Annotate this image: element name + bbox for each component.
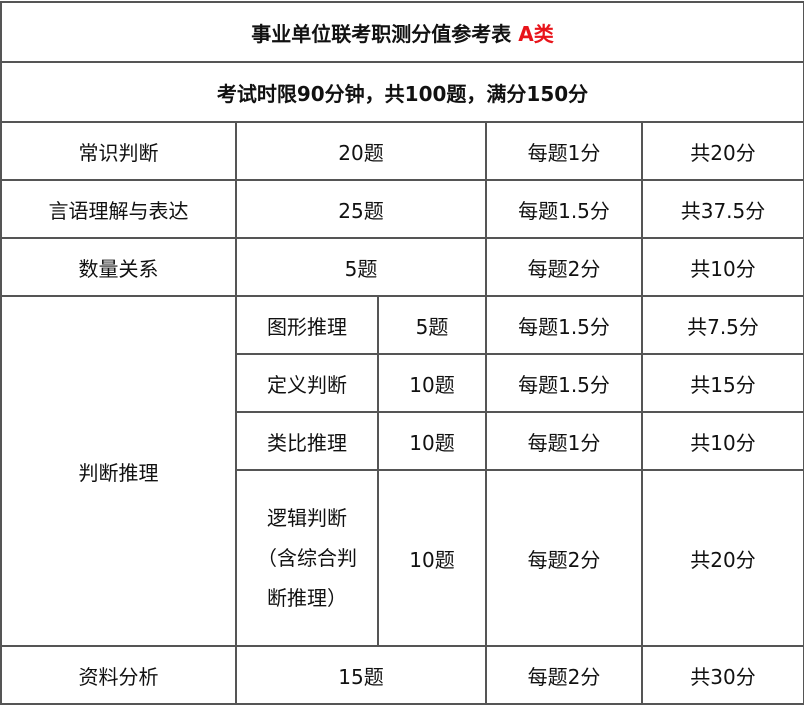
table-row: 资料分析 15题 每题2分 共30分 xyxy=(0,645,804,705)
total: 共20分 xyxy=(641,121,804,181)
per: 每题2分 xyxy=(485,469,643,647)
total: 共20分 xyxy=(641,469,804,647)
table-title: 事业单位联考职测分值参考表 A类 xyxy=(0,1,804,63)
per: 每题2分 xyxy=(485,645,643,705)
total: 共15分 xyxy=(641,353,804,413)
total: 共10分 xyxy=(641,411,804,471)
total: 共37.5分 xyxy=(641,179,804,239)
subject: 判断推理 xyxy=(0,295,237,647)
count: 10题 xyxy=(377,353,487,413)
per: 每题1分 xyxy=(485,121,643,181)
table-row: 类比推理 10题 每题1分 共10分 xyxy=(1,411,804,471)
total: 共30分 xyxy=(641,645,804,705)
subject: 言语理解与表达 xyxy=(0,179,237,239)
title-row: 事业单位联考职测分值参考表 A类 xyxy=(0,1,804,63)
subtitle-row: 考试时限90分钟，共100题，满分150分 xyxy=(0,61,804,123)
per: 每题2分 xyxy=(485,237,643,297)
per: 每题1.5分 xyxy=(485,353,643,413)
subject: 资料分析 xyxy=(0,645,237,705)
score-table: 事业单位联考职测分值参考表 A类 考试时限90分钟，共100题，满分150分 常… xyxy=(0,1,804,705)
count: 5题 xyxy=(377,295,487,355)
per: 每题1.5分 xyxy=(485,295,643,355)
count: 10题 xyxy=(377,411,487,471)
sub-subject: 定义判断 xyxy=(235,353,379,413)
table-row: 判断推理 图形推理 5题 每题1.5分 共7.5分 xyxy=(0,295,804,647)
count: 10题 xyxy=(377,469,487,647)
total: 共7.5分 xyxy=(641,295,804,355)
subject: 数量关系 xyxy=(0,237,237,297)
per: 每题1.5分 xyxy=(485,179,643,239)
table-row: 数量关系 5题 每题2分 共10分 xyxy=(0,237,804,297)
total: 共10分 xyxy=(641,237,804,297)
title-text: 事业单位联考职测分值参考表 xyxy=(251,21,512,46)
count: 5题 xyxy=(235,237,487,297)
table-row: 逻辑判断（含综合判断推理） 10题 每题2分 共20分 xyxy=(1,469,804,647)
sub-subject: 类比推理 xyxy=(235,411,379,471)
sub-subject: 逻辑判断（含综合判断推理） xyxy=(235,469,379,647)
table-row: 言语理解与表达 25题 每题1.5分 共37.5分 xyxy=(0,179,804,239)
subject: 常识判断 xyxy=(0,121,237,181)
per: 每题1分 xyxy=(485,411,643,471)
title-highlight: A类 xyxy=(518,21,554,46)
table-subtitle: 考试时限90分钟，共100题，满分150分 xyxy=(0,61,804,123)
table-row: 常识判断 20题 每题1分 共20分 xyxy=(0,121,804,181)
count: 25题 xyxy=(235,179,487,239)
table-row: 定义判断 10题 每题1.5分 共15分 xyxy=(1,353,804,413)
count: 15题 xyxy=(235,645,487,705)
sub-subject: 图形推理 xyxy=(235,295,379,355)
count: 20题 xyxy=(235,121,487,181)
